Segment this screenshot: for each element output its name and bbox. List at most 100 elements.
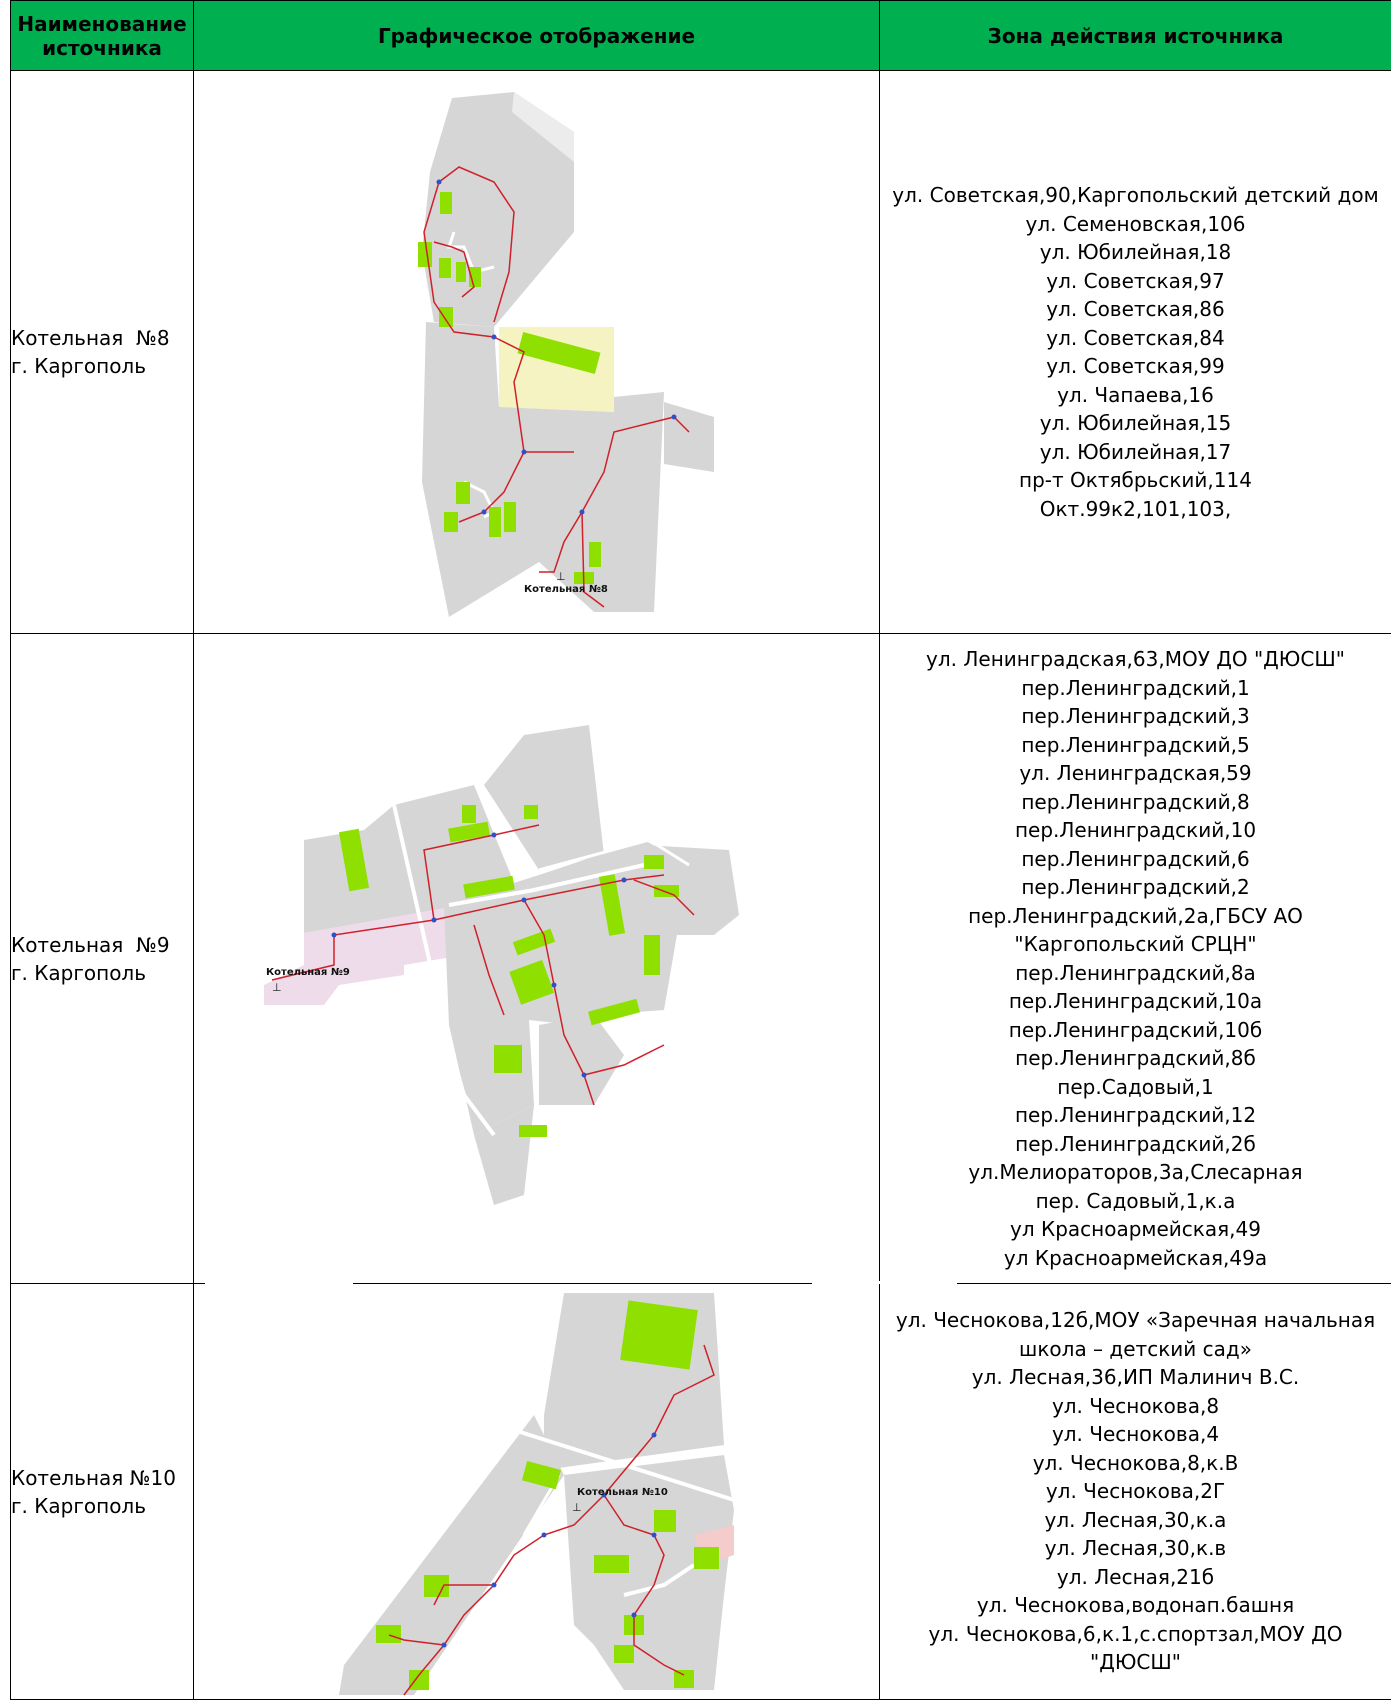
map-pipe	[423, 823, 540, 920]
zone-item: Окт.99к2,101,103,	[1039, 496, 1232, 521]
map-node	[521, 449, 527, 455]
map-node	[331, 932, 337, 937]
map-node	[651, 1432, 657, 1437]
map-node	[541, 1532, 547, 1537]
zone-item: ул. Ленинградская,59	[1019, 761, 1252, 785]
map-node	[441, 1642, 447, 1647]
zone-item: ул. Чеснокова,12б,МОУ «Заречная начальна…	[895, 1308, 1376, 1361]
map-lot	[644, 844, 739, 935]
map-building	[594, 1554, 629, 1573]
boiler-10-map: Котельная №10 ⊥	[339, 1292, 735, 1695]
map-pipe	[433, 241, 475, 298]
map-building	[448, 821, 490, 842]
zone-item: пр-т Октябрьский,114	[1019, 468, 1252, 492]
zone-item: пер.Ленинградский,6	[1021, 846, 1250, 871]
map-pipe	[583, 1043, 665, 1076]
boiler-label: Котельная №10	[577, 1487, 668, 1498]
map-pipe	[473, 924, 505, 1015]
zone-item: ул. Юбилейная,18	[1039, 240, 1232, 264]
map-pipe	[603, 1494, 685, 1676]
map-building	[456, 262, 466, 282]
map-lot	[664, 402, 714, 472]
map-building	[376, 1624, 401, 1643]
map-node	[671, 414, 677, 420]
map-building	[614, 1644, 634, 1663]
source-city: г. Каргополь	[11, 960, 146, 985]
map-lot-light	[512, 92, 574, 162]
map-node	[481, 509, 487, 515]
heat-sources-table: Наименование источника Графическое отобр…	[10, 0, 1391, 1700]
boiler-label: Котельная №8	[524, 584, 608, 595]
map-building	[644, 934, 660, 975]
map-road	[392, 804, 496, 1136]
zone-item: пер.Ленинградский,5	[1021, 732, 1250, 757]
boiler-icon: ⊥	[272, 981, 282, 994]
map-pipe	[633, 878, 695, 916]
map-building	[504, 502, 516, 532]
map-pipe	[523, 899, 595, 1105]
zone-item: ул. Советская,84	[1046, 325, 1225, 350]
map-pipe	[581, 416, 690, 608]
zone-item: пер.Ленинградский,2	[1021, 875, 1250, 899]
source-name: Котельная №9	[11, 932, 170, 957]
map-cell: Котельная №9 ⊥	[193, 633, 880, 1284]
source-city: г. Каргополь	[11, 1493, 146, 1518]
map-building	[588, 998, 640, 1025]
map-road	[623, 1562, 696, 1597]
map-building	[456, 482, 470, 504]
zone-item: пер.Ленинградский,2а,ГБСУ АО "Каргопольс…	[968, 903, 1303, 957]
map-node	[579, 509, 585, 515]
source-name: Котельная №10	[11, 1465, 176, 1490]
map-node	[601, 1492, 607, 1497]
header-coverage-zone: Зона действия источника	[879, 0, 1391, 71]
map-building	[424, 1574, 449, 1597]
source-name-cell: Котельная №9 г. Каргополь	[10, 633, 194, 1284]
map-building	[674, 1669, 694, 1688]
zone-item: ул. Чеснокова,4	[1051, 1422, 1220, 1447]
map-cell: Котельная №8 ⊥	[193, 70, 880, 634]
map-road	[448, 862, 645, 907]
source-name-cell: Котельная №10 г. Каргополь	[10, 1283, 194, 1700]
table-header-row: Наименование источника Графическое отобр…	[10, 0, 1391, 71]
map-pipe	[458, 451, 574, 523]
map-node	[431, 917, 437, 922]
zone-item: ул. Советская,97	[1046, 268, 1225, 293]
zone-item: пер.Ленинградский,2б	[1015, 1131, 1256, 1156]
map-building	[338, 828, 370, 891]
map-node	[521, 897, 527, 902]
table-row: Котельная №10 г. Каргополь	[10, 1283, 1391, 1700]
zone-item: пер.Ленинградский,12	[1014, 1103, 1257, 1127]
table-row: Котельная №8 г. Каргополь	[10, 70, 1391, 634]
zone-item: ул. Чеснокова,2Г	[1045, 1479, 1226, 1504]
map-pipe	[539, 511, 583, 573]
map-lot	[339, 1414, 564, 1695]
zone-item: пер.Ленинградский,10а	[1008, 989, 1263, 1013]
map-pipe	[423, 166, 515, 338]
map-node	[491, 832, 497, 837]
zone-item: пер.Ленинградский,8а	[1015, 960, 1256, 985]
zone-item: ул Красноармейская,49	[1010, 1217, 1261, 1241]
map-node	[491, 334, 497, 340]
map-road	[513, 1427, 735, 1502]
map-lot	[484, 724, 604, 870]
map-road	[538, 837, 690, 871]
boiler-8-map: Котельная №8 ⊥	[418, 92, 714, 617]
map-pipe	[388, 1633, 445, 1646]
zone-item: пер.Ленинградский,1	[1021, 675, 1250, 700]
map-building	[509, 959, 555, 1005]
map-building	[644, 854, 664, 869]
zone-item: ул. Чеснокова,8	[1051, 1393, 1220, 1418]
map-building	[654, 1509, 676, 1532]
map-building	[589, 542, 601, 567]
map-lot	[539, 1014, 624, 1105]
map-building	[418, 242, 432, 267]
map-building	[439, 307, 453, 327]
zone-item: ул. Лесная,21б	[1056, 1564, 1215, 1589]
map-building	[444, 512, 458, 532]
map-node	[631, 1612, 637, 1617]
map-building	[598, 873, 626, 936]
zone-cell: ул. Ленинградская,63,МОУ ДО "ДЮСШ" пер.Л…	[879, 633, 1391, 1284]
zone-item: ул.Мелиораторов,3а,Слесарная	[968, 1160, 1303, 1184]
boiler-9-map: Котельная №9 ⊥	[264, 724, 739, 1205]
map-pipe	[493, 336, 525, 453]
